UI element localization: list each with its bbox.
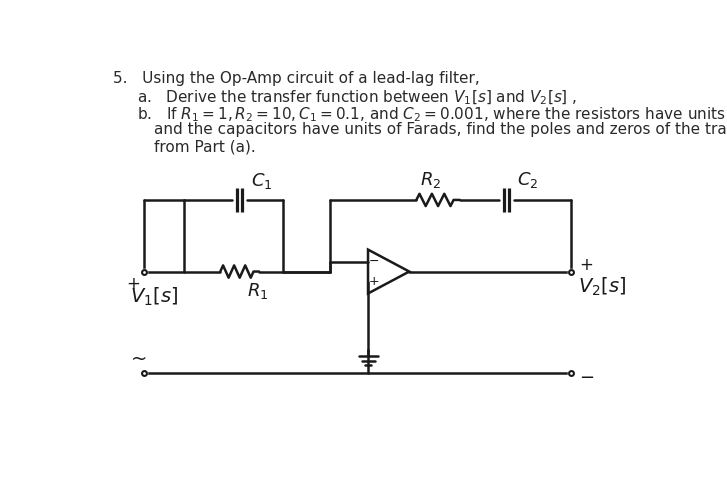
Text: from Part (a).: from Part (a). (154, 139, 256, 154)
Text: $V_1[s]$: $V_1[s]$ (129, 285, 178, 308)
Text: $V_2[s]$: $V_2[s]$ (577, 276, 626, 298)
Text: ~: ~ (131, 350, 147, 369)
Text: and the capacitors have units of Farads, find the poles and zeros of the transfe: and the capacitors have units of Farads,… (154, 122, 727, 137)
Text: a.   Derive the transfer function between $V_1[s]$ and $V_2[s]$ ,: a. Derive the transfer function between … (137, 88, 577, 107)
Text: −: − (369, 255, 379, 268)
Text: 5.   Using the Op-Amp circuit of a lead-lag filter,: 5. Using the Op-Amp circuit of a lead-la… (113, 71, 479, 86)
Text: $C_2$: $C_2$ (517, 170, 539, 190)
Text: −: − (579, 368, 594, 387)
Text: b.   If $R_1 = 1, R_2 = 10, C_1 = 0.1$, and $C_2 = 0.001$, where the resistors h: b. If $R_1 = 1, R_2 = 10, C_1 = 0.1$, an… (137, 105, 727, 124)
Text: +: + (579, 256, 593, 274)
Text: +: + (369, 275, 379, 288)
Text: +: + (126, 274, 140, 293)
Text: $R_1$: $R_1$ (247, 281, 269, 301)
Text: $R_2$: $R_2$ (419, 170, 441, 190)
Text: $C_1$: $C_1$ (251, 171, 272, 191)
